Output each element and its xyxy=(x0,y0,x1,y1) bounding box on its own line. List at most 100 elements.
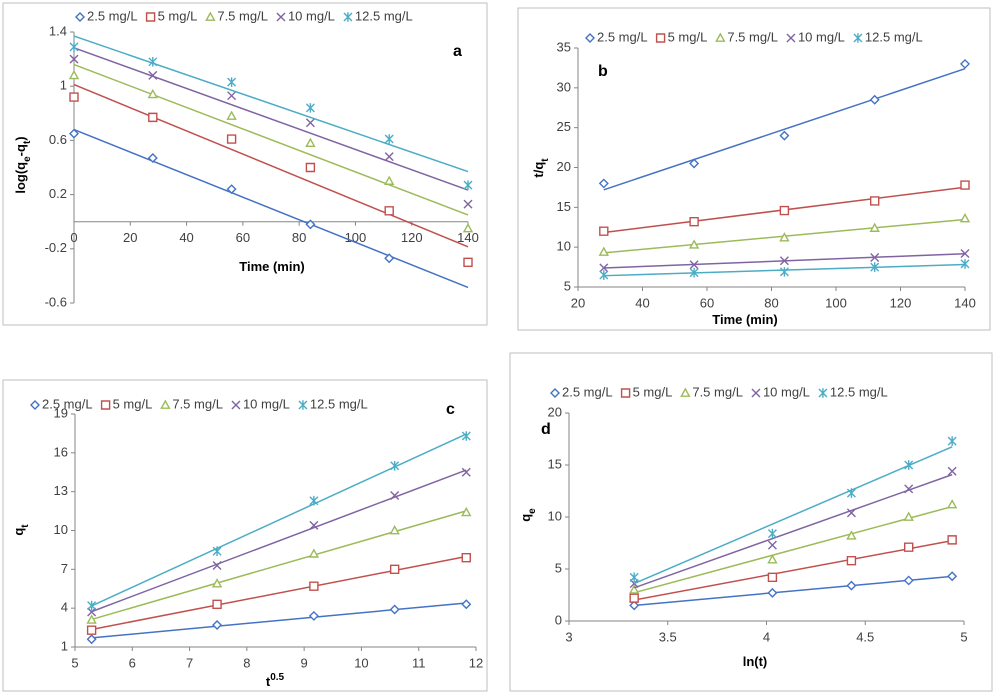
data-point xyxy=(598,246,609,256)
legend-marker xyxy=(620,388,631,398)
label-part: log(q xyxy=(13,162,28,194)
x-axis-title: t0.5 xyxy=(266,672,285,689)
data-point xyxy=(689,158,700,169)
label-part: ln(t) xyxy=(743,654,768,669)
label-part: t xyxy=(266,674,271,689)
data-point xyxy=(846,555,857,566)
x-axis-title: ln(t) xyxy=(743,654,768,669)
y-tick-label: 13 xyxy=(54,483,68,498)
data-point xyxy=(390,460,400,471)
data-point xyxy=(947,466,957,476)
data-point xyxy=(212,620,223,630)
data-point xyxy=(226,110,237,120)
data-point xyxy=(212,546,222,557)
x-tick-label: 4 xyxy=(763,629,770,644)
trendline xyxy=(91,555,467,631)
y-tick-label: 10 xyxy=(54,522,68,537)
x-tick-label: 40 xyxy=(635,295,649,310)
y-tick-label: 7 xyxy=(61,561,68,576)
data-point xyxy=(767,554,778,564)
legend-marker xyxy=(75,12,85,22)
trendline xyxy=(73,128,469,289)
legend-label: 5 mg/L xyxy=(633,384,673,399)
data-point xyxy=(959,213,971,223)
data-point xyxy=(947,535,957,545)
data-point xyxy=(212,599,222,609)
legend-marker xyxy=(30,400,40,410)
x-tick-label: 60 xyxy=(700,295,714,310)
data-point xyxy=(68,69,80,80)
data-point xyxy=(598,178,609,189)
legend-marker xyxy=(145,12,156,22)
data-point xyxy=(86,625,97,635)
data-point xyxy=(629,572,639,583)
data-point xyxy=(767,528,777,539)
trendline xyxy=(91,433,467,607)
y-axis-title: t/qt xyxy=(531,158,551,178)
y-tick-label: 0 xyxy=(555,612,562,627)
data-point xyxy=(69,42,79,52)
legend-marker xyxy=(276,12,286,22)
data-point xyxy=(628,584,640,594)
data-point xyxy=(212,560,222,570)
y-tick-label: 5 xyxy=(564,278,571,293)
label-part: ) xyxy=(13,136,28,140)
data-point xyxy=(903,575,914,586)
data-point xyxy=(305,118,315,128)
data-point xyxy=(947,436,957,446)
x-tick-label: 0 xyxy=(70,230,77,245)
trendline xyxy=(633,473,953,589)
data-point xyxy=(870,196,880,206)
data-point xyxy=(846,580,857,591)
data-point xyxy=(461,552,471,563)
x-tick-label: 140 xyxy=(954,295,976,310)
x-tick-label: 20 xyxy=(123,230,137,245)
data-point xyxy=(779,130,790,141)
y-tick-label: 4 xyxy=(61,600,68,615)
data-point xyxy=(846,508,856,518)
y-tick-label: 35 xyxy=(557,39,571,54)
label-part: Time (min) xyxy=(239,259,305,274)
y-tick-label: 0.6 xyxy=(49,132,67,147)
label-part: e xyxy=(527,508,538,514)
data-point xyxy=(384,253,395,264)
data-point xyxy=(688,239,700,249)
y-tick-label: 20 xyxy=(557,159,571,174)
legend-label: 2.5 mg/L xyxy=(562,384,613,399)
trendline xyxy=(633,505,953,594)
y-tick-label: 16 xyxy=(54,444,68,459)
legend-marker xyxy=(715,32,726,42)
x-tick-label: 9 xyxy=(301,655,308,670)
label-part: t/q xyxy=(531,162,546,178)
panel-label: b xyxy=(598,63,608,80)
data-point xyxy=(384,206,394,216)
label-part: t xyxy=(20,524,31,528)
x-tick-label: 40 xyxy=(179,230,193,245)
data-point xyxy=(599,263,609,273)
legend-marker xyxy=(585,33,595,43)
trendline xyxy=(73,83,469,248)
legend-label: 10 mg/L xyxy=(243,396,290,411)
y-tick-label: 0.2 xyxy=(49,186,67,201)
x-tick-label: 5 xyxy=(71,655,78,670)
label-part: 0.5 xyxy=(270,672,284,683)
legend-label: 12.5 mg/L xyxy=(830,384,888,399)
data-point xyxy=(389,564,400,575)
y-tick-label: 1 xyxy=(61,638,68,653)
x-tick-label: 5 xyxy=(960,629,967,644)
data-point xyxy=(960,249,970,259)
data-point xyxy=(226,184,237,195)
data-point xyxy=(309,520,319,530)
data-point xyxy=(846,488,856,498)
data-point xyxy=(305,219,316,230)
data-point xyxy=(384,134,394,144)
x-tick-label: 80 xyxy=(292,230,306,245)
data-point xyxy=(227,77,237,87)
data-point xyxy=(86,634,97,645)
label-part: e xyxy=(22,156,33,162)
x-tick-label: 120 xyxy=(401,230,423,245)
x-tick-label: 11 xyxy=(412,655,426,670)
data-point xyxy=(463,257,473,268)
x-axis-title: Time (min) xyxy=(239,259,305,274)
